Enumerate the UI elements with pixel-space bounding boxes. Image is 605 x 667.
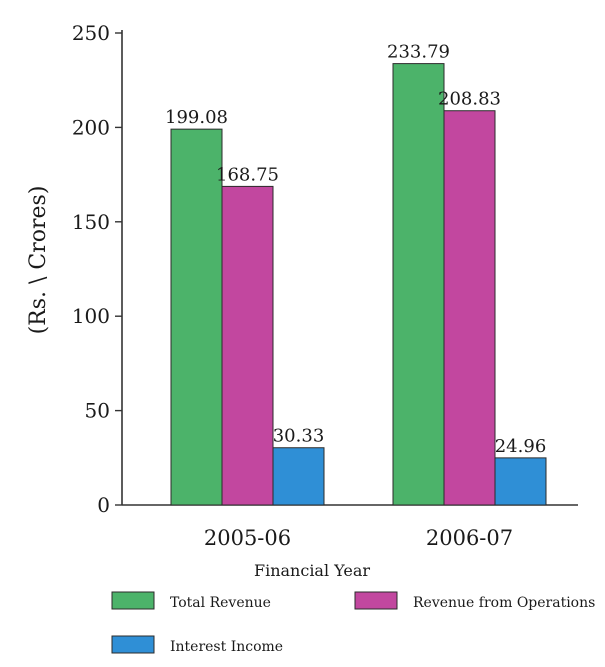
bar	[392, 63, 445, 506]
y-tick-label: 100	[72, 304, 110, 328]
legend-label: Total Revenue	[170, 595, 271, 611]
data-label: 24.96	[495, 436, 547, 457]
legend-swatch	[111, 635, 155, 654]
data-label: 168.75	[216, 164, 279, 185]
data-label: 199.08	[165, 107, 228, 128]
y-tick-label: 0	[97, 493, 110, 517]
axes: 0 50 100 150 200 250 2005-06 2006-07	[72, 21, 578, 550]
bar	[221, 185, 274, 506]
bar	[443, 110, 496, 506]
bar	[494, 457, 547, 506]
data-label: 208.83	[438, 89, 501, 110]
x-tick-label: 2005-06	[204, 526, 291, 550]
legend-label: Interest Income	[170, 639, 283, 655]
legend-swatch	[111, 591, 155, 610]
legend-label: Revenue from Operations	[413, 595, 595, 611]
x-axis-label: Financial Year	[254, 561, 370, 580]
legend: Total Revenue Revenue from Operations Inte…	[111, 591, 595, 655]
y-tick-label: 150	[72, 210, 110, 234]
legend-swatch	[354, 591, 398, 610]
data-label: 233.79	[387, 42, 450, 63]
bar	[272, 447, 325, 506]
data-label: 30.33	[273, 426, 325, 447]
y-axis-label: (Rs. \ Crores)	[26, 186, 51, 335]
bar	[170, 128, 223, 506]
y-tick-label: 50	[85, 399, 110, 423]
bars: 199.08 168.75 30.33 233.79 208.83 24.96	[165, 42, 547, 506]
y-tick-label: 200	[72, 115, 110, 139]
y-tick-label: 250	[72, 21, 110, 45]
x-tick-label: 2006-07	[426, 526, 513, 550]
